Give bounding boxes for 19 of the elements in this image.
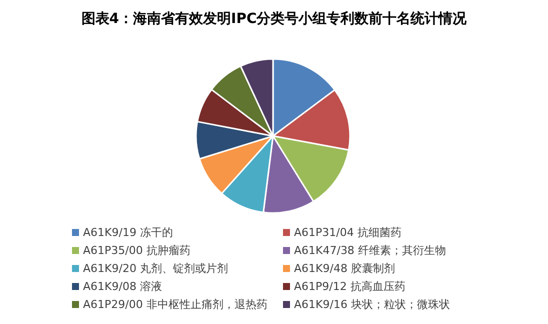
pie-slice [210, 65, 274, 137]
legend-label: A61K9/08 溶液 [83, 280, 162, 293]
legend-label: A61K9/16 块状；粒状；微珠状 [294, 298, 450, 311]
legend-label: A61K9/20 丸剂、锭剂或片剂 [83, 262, 228, 275]
legend-label: A61P9/12 抗高血压药 [294, 280, 406, 293]
legend-label: A61P29/00 非中枢性止痛剂，退热药 [83, 298, 268, 311]
legend-label: A61P31/04 抗细菌药 [294, 226, 402, 239]
pie-slice [262, 135, 314, 214]
legend-label: A61K9/19 冻干的 [83, 226, 173, 239]
legend-label: A61K47/38 纤维素；其衍生物 [294, 244, 446, 257]
pie-slice [240, 58, 274, 137]
pie-slice [272, 58, 336, 137]
pie-slice [272, 89, 351, 151]
pie-slice [220, 135, 274, 214]
pie-slice [272, 135, 350, 202]
legend-label: A61P35/00 抗肿瘤药 [83, 244, 190, 257]
pie-slice [198, 135, 274, 194]
chart-title: 图表4：海南省有效发明IPC分类号小组专利数前十名统计情况 [81, 10, 468, 27]
legend-label: A61K9/48 胶囊制剂 [294, 262, 395, 275]
